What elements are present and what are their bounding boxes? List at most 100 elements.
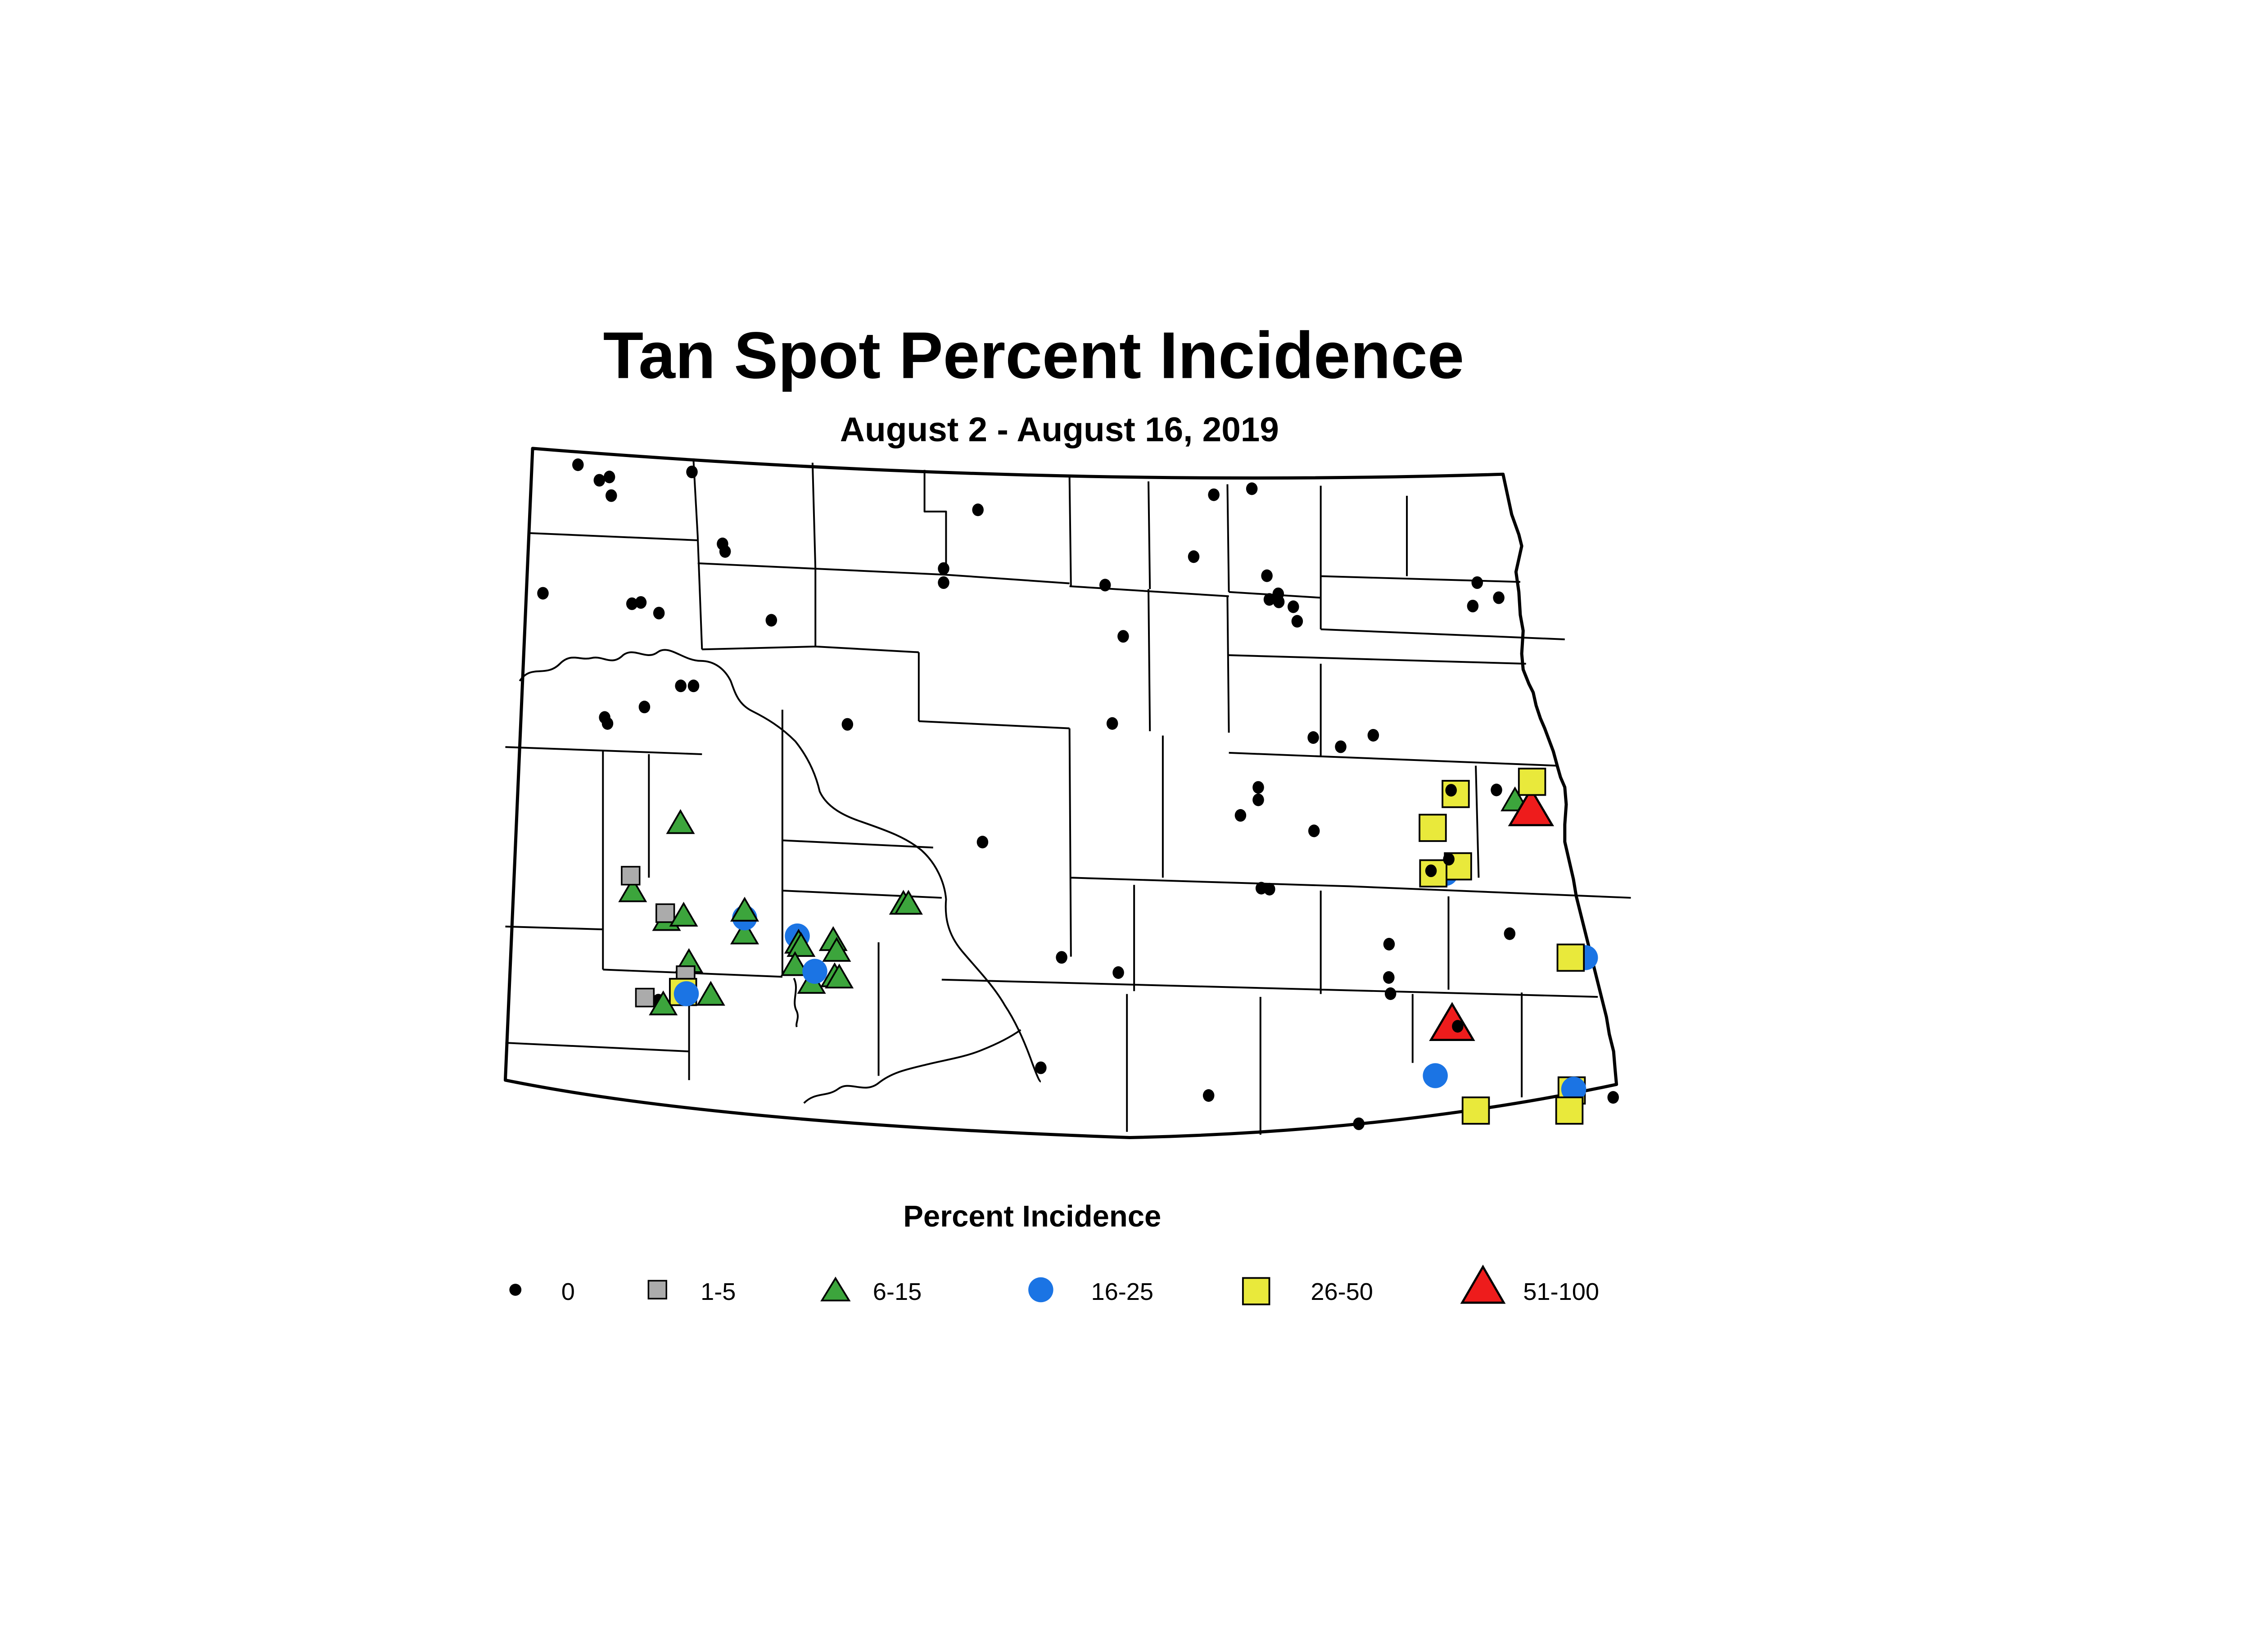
chart-title: Tan Spot Percent Incidence xyxy=(603,319,1465,393)
map-marker-0 xyxy=(1261,569,1273,582)
map-marker-1-5 xyxy=(655,903,675,923)
map-marker-0 xyxy=(1471,576,1483,589)
map-marker-0 xyxy=(1308,824,1320,837)
map-marker-0 xyxy=(1263,593,1275,606)
legend-item-label: 26-50 xyxy=(1311,1278,1373,1305)
map-marker-0 xyxy=(653,606,665,620)
map-marker-0 xyxy=(1445,784,1457,797)
map-marker-0 xyxy=(1607,1091,1619,1104)
legend-item-1: 1-5 xyxy=(647,1278,736,1305)
map-marker-0 xyxy=(1493,591,1505,604)
map-marker-6-15 xyxy=(825,964,854,989)
map-marker-0 xyxy=(1202,1089,1215,1102)
map-marker-0 xyxy=(1234,809,1247,822)
map-marker-6-15 xyxy=(666,809,695,834)
map-marker-0 xyxy=(1246,482,1258,495)
legend: Percent Incidence 0 1-5 6-15 16-25 26-50… xyxy=(509,1199,1599,1305)
map-marker-0 xyxy=(686,466,698,479)
map-marker-0 xyxy=(972,503,984,516)
map-marker-0 xyxy=(1106,717,1118,730)
map-marker-26-50 xyxy=(1555,1096,1584,1125)
legend-item-4: 26-50 xyxy=(1242,1277,1373,1305)
legend-item-0: 0 xyxy=(509,1278,575,1305)
map-marker-26-50 xyxy=(1419,814,1447,842)
map-marker-0 xyxy=(572,458,584,471)
map-marker-0 xyxy=(1099,579,1111,592)
map-marker-26-50 xyxy=(1556,943,1585,972)
map-marker-0 xyxy=(687,679,700,692)
legend-item-label: 16-25 xyxy=(1091,1278,1153,1305)
map-marker-0 xyxy=(606,489,617,502)
map-marker-0 xyxy=(601,717,614,730)
map-marker-1-5 xyxy=(635,987,655,1008)
map-marker-0 xyxy=(1353,1117,1365,1130)
chart-subtitle: August 2 - August 16, 2019 xyxy=(840,411,1279,449)
map-marker-6-15 xyxy=(696,981,725,1006)
map-marker-6-15 xyxy=(730,919,759,945)
map-marker-0 xyxy=(719,545,731,558)
map-marker-0 xyxy=(765,614,777,627)
map-marker-6-15 xyxy=(780,951,809,976)
map-marker-0 xyxy=(841,718,854,731)
legend-item-label: 0 xyxy=(561,1278,575,1305)
map-marker-0 xyxy=(1383,971,1395,984)
map-marker-0 xyxy=(1467,599,1479,613)
map-marker-6-15 xyxy=(822,937,851,962)
map-marker-6-15 xyxy=(894,890,923,915)
gray-square-symbol-icon xyxy=(647,1280,667,1299)
map-marker-0 xyxy=(1335,740,1347,753)
map-marker-0 xyxy=(626,597,638,610)
map-marker-0 xyxy=(603,471,615,484)
legend-item-5: 51-100 xyxy=(1460,1264,1599,1305)
map-marker-0 xyxy=(593,474,606,487)
map-marker-0 xyxy=(1452,1020,1464,1033)
map-marker-0 xyxy=(1117,630,1129,643)
map-marker-6-15 xyxy=(730,896,759,922)
map-marker-0 xyxy=(1188,550,1200,563)
map-marker-26-50 xyxy=(1518,768,1546,796)
map-marker-0 xyxy=(675,679,687,692)
map-marker-0 xyxy=(1425,864,1437,878)
map-marker-0 xyxy=(938,576,949,589)
map-marker-0 xyxy=(1035,1061,1047,1074)
map-marker-26-50 xyxy=(1419,859,1447,887)
map-marker-0 xyxy=(1307,731,1319,744)
map-marker-0 xyxy=(1252,793,1264,806)
river-boundaries xyxy=(519,649,1041,1104)
map-marker-0 xyxy=(1504,927,1516,940)
map-marker-0 xyxy=(1288,600,1299,613)
map-marker-26-50 xyxy=(1461,1096,1490,1125)
map-markers xyxy=(537,458,1619,1130)
map-marker-0 xyxy=(1384,987,1397,1000)
map-marker-0 xyxy=(537,587,549,600)
map-marker-16-25 xyxy=(802,959,827,984)
map-marker-0 xyxy=(1056,951,1067,964)
county-boundaries xyxy=(505,458,1631,1135)
legend-item-label: 6-15 xyxy=(873,1278,922,1305)
map-marker-0 xyxy=(1383,937,1395,950)
map-marker-6-15 xyxy=(669,901,698,927)
map-marker-51-100 xyxy=(1508,787,1555,826)
yellow-square-symbol-icon xyxy=(1242,1277,1270,1305)
red-triangle-symbol-icon xyxy=(1460,1264,1506,1304)
map-marker-0 xyxy=(635,596,647,609)
nd-county-map xyxy=(503,447,1631,1139)
legend-item-3: 16-25 xyxy=(1028,1277,1153,1305)
map-marker-0 xyxy=(1491,783,1502,797)
dot-symbol-icon xyxy=(509,1284,522,1296)
map-marker-0 xyxy=(638,701,651,714)
map-marker-16-25 xyxy=(1423,1063,1448,1088)
map-marker-16-25 xyxy=(1561,1077,1587,1102)
map-marker-0 xyxy=(1252,781,1264,794)
map-marker-0 xyxy=(938,562,949,575)
blue-circle-symbol-icon xyxy=(1028,1277,1053,1303)
map-marker-0 xyxy=(1443,853,1455,866)
map-marker-6-15 xyxy=(618,877,647,902)
legend-item-2: 6-15 xyxy=(820,1276,922,1305)
map-marker-6-15 xyxy=(649,990,678,1015)
map-marker-1-5 xyxy=(621,866,641,886)
map-marker-0 xyxy=(1208,488,1220,501)
map-marker-0 xyxy=(1273,595,1285,608)
map-marker-0 xyxy=(1291,615,1303,628)
